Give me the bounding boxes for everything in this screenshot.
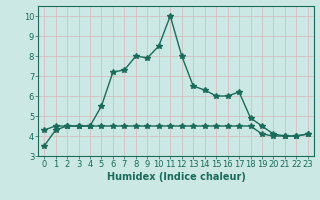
- X-axis label: Humidex (Indice chaleur): Humidex (Indice chaleur): [107, 172, 245, 182]
